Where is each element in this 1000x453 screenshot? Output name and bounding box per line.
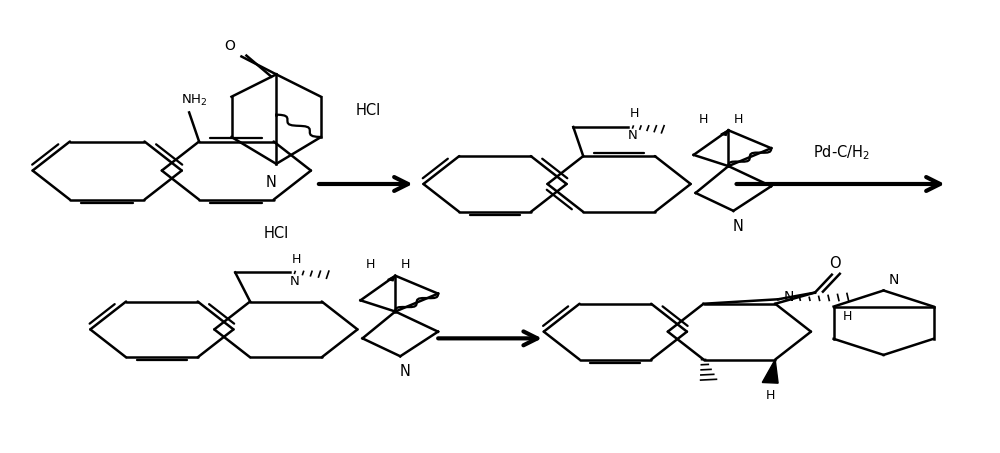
Text: H: H — [843, 310, 852, 323]
Text: H: H — [699, 113, 708, 126]
Text: H: H — [366, 258, 375, 271]
Text: Pd-C/H$_2$: Pd-C/H$_2$ — [813, 143, 870, 162]
Polygon shape — [388, 276, 395, 281]
Text: N: N — [290, 275, 300, 288]
Text: N: N — [733, 219, 744, 234]
Text: N: N — [889, 273, 899, 287]
Text: H: H — [292, 253, 301, 266]
Text: H: H — [401, 258, 410, 271]
Text: H: H — [766, 389, 775, 402]
Text: H: H — [630, 107, 639, 120]
Text: HCl: HCl — [264, 226, 289, 241]
Text: O: O — [829, 256, 841, 271]
Text: NH$_2$: NH$_2$ — [181, 93, 207, 108]
Text: N: N — [783, 290, 794, 304]
Text: O: O — [224, 39, 235, 53]
Text: H: H — [734, 113, 743, 126]
Polygon shape — [762, 360, 778, 383]
Text: N: N — [628, 129, 638, 142]
Text: N: N — [266, 175, 277, 190]
Text: HCl: HCl — [356, 103, 381, 118]
Text: N: N — [400, 364, 411, 379]
Polygon shape — [721, 130, 728, 135]
